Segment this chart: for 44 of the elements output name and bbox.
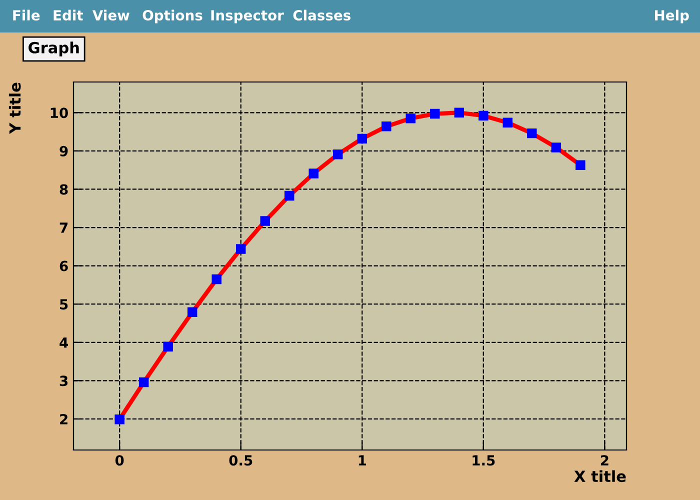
- x-tick-label: 1: [358, 455, 366, 466]
- point: [333, 150, 343, 160]
- y-tick-label: 9: [60, 146, 68, 156]
- point: [212, 274, 222, 284]
- chart-title: Graph: [28, 42, 79, 56]
- point: [406, 114, 416, 124]
- point: [308, 168, 318, 178]
- point: [187, 307, 198, 318]
- text: View: [92, 10, 130, 21]
- point: [382, 122, 392, 132]
- point: [576, 160, 586, 170]
- text: Classes: [293, 10, 350, 21]
- x-tick-label: 1.5: [472, 455, 495, 466]
- y-tick-label: 10: [50, 108, 68, 118]
- y-tick-label: 4: [60, 338, 68, 348]
- text: Inspector: [211, 10, 284, 24]
- point: [357, 134, 367, 144]
- point: [454, 108, 464, 118]
- x-tick-label: 0: [115, 455, 124, 466]
- y-axis-title: Y title: [8, 82, 21, 134]
- y-tick-label: 2: [60, 414, 68, 424]
- x-tick-label: 2: [600, 455, 608, 466]
- point: [551, 142, 562, 152]
- y-tick-label: 3: [60, 376, 68, 386]
- y-tick-label: 8: [60, 184, 68, 195]
- y-tick-label: 7: [60, 222, 68, 233]
- text: File: [13, 10, 40, 21]
- x-tick-label: 0.5: [229, 455, 252, 466]
- x-axis-title: X title: [574, 470, 626, 482]
- point: [284, 190, 294, 201]
- point: [163, 342, 173, 352]
- point: [478, 110, 488, 121]
- point: [430, 108, 440, 119]
- point: [527, 128, 537, 138]
- point: [502, 118, 513, 128]
- text: Help: [655, 10, 689, 24]
- point: [236, 244, 246, 254]
- y-tick-label: 5: [60, 299, 68, 310]
- text: Options: [142, 10, 202, 24]
- y-tick-label: 6: [60, 260, 68, 272]
- text: Edit: [54, 10, 84, 21]
- point: [114, 414, 124, 424]
- point: [138, 377, 149, 388]
- point: [260, 216, 270, 226]
